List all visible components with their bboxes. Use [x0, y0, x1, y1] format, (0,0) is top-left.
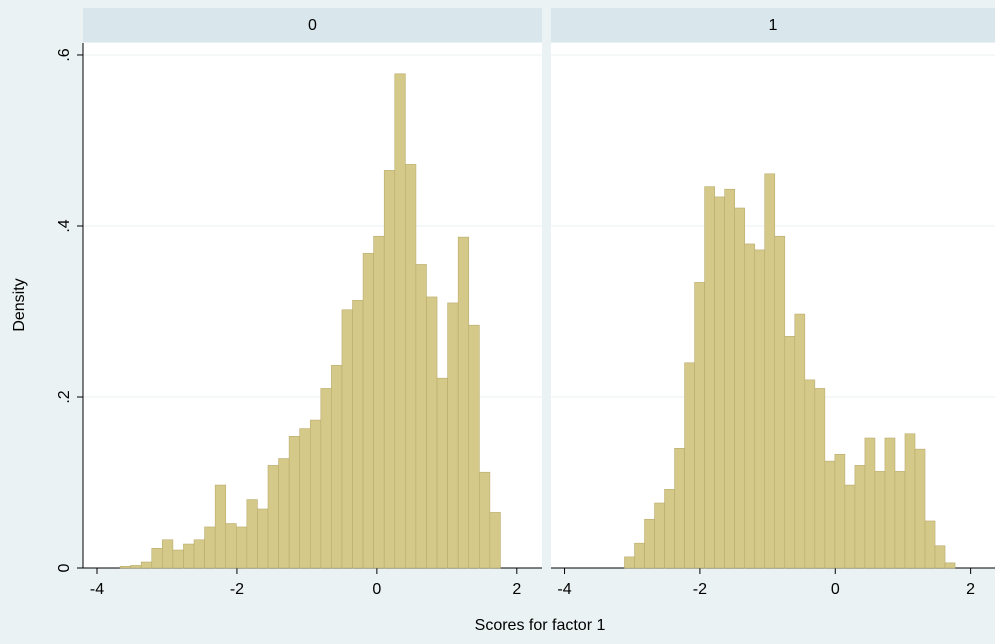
bar [864, 437, 876, 569]
bar [426, 296, 438, 569]
bar [764, 173, 776, 569]
bar [774, 235, 786, 569]
y-tick-label: .2 [56, 390, 73, 403]
x-tick-label: -2 [230, 581, 244, 598]
bar [684, 362, 695, 569]
bar [447, 302, 459, 569]
bar [288, 436, 300, 569]
bar [834, 453, 846, 569]
bar [634, 542, 645, 569]
y-tick-label: .4 [56, 219, 73, 232]
bar [489, 512, 501, 569]
bar [119, 565, 131, 569]
bar [151, 548, 163, 569]
y-axis-label: Density [11, 278, 28, 331]
bar [724, 188, 735, 569]
bar [914, 448, 926, 569]
x-tick-label: -4 [557, 581, 571, 598]
bar [934, 545, 946, 569]
bar [479, 471, 491, 569]
bar [246, 499, 258, 569]
bar [944, 562, 956, 569]
bar [331, 365, 343, 569]
bar [405, 164, 417, 569]
x-tick-label: 0 [831, 581, 840, 598]
bar [214, 484, 227, 569]
bar [257, 508, 269, 569]
bar [162, 539, 174, 569]
bar [341, 309, 353, 569]
bar [744, 243, 756, 569]
x-tick-label: 0 [372, 581, 381, 598]
bar [225, 523, 237, 569]
panel-strip [83, 8, 542, 42]
x-axis-label: Scores for factor 1 [475, 617, 606, 634]
x-tick-label: 2 [512, 581, 521, 598]
x-tick-label: -4 [90, 581, 104, 598]
bar [236, 526, 248, 569]
bar [664, 489, 675, 569]
bar [644, 518, 655, 569]
y-tick-label: 0 [56, 563, 73, 572]
bar [415, 264, 427, 569]
bar [804, 379, 816, 569]
bar [694, 282, 705, 569]
bar [468, 324, 480, 569]
bar [924, 520, 936, 569]
bar [362, 253, 374, 569]
x-tick-label: -2 [693, 581, 707, 598]
bar [714, 196, 725, 569]
bar [352, 300, 364, 569]
bar [824, 460, 836, 569]
bar [204, 526, 216, 569]
bar [904, 433, 916, 569]
x-tick-label: 2 [966, 581, 975, 598]
bar [299, 428, 311, 569]
bar [794, 313, 806, 569]
bar [734, 207, 746, 569]
bar [624, 556, 635, 569]
bar [894, 471, 906, 569]
bar [383, 170, 396, 569]
bar [704, 186, 715, 569]
bar [814, 388, 826, 569]
bar [754, 249, 766, 569]
panel-strip [551, 8, 995, 42]
bar [140, 561, 153, 569]
y-tick-label: .6 [56, 48, 73, 61]
bar [130, 565, 142, 569]
bar [436, 377, 448, 569]
bar [394, 73, 406, 569]
bar [457, 236, 470, 569]
bar [172, 549, 184, 569]
bar [844, 484, 856, 569]
bar [674, 447, 685, 569]
bar [309, 419, 322, 569]
bar [854, 465, 866, 569]
bar [874, 471, 886, 569]
panel-title: 1 [769, 17, 778, 34]
panel-title: 0 [308, 17, 317, 34]
bar [183, 543, 195, 569]
bar [320, 388, 332, 569]
bar [373, 235, 385, 569]
bar [278, 458, 290, 569]
bar [267, 465, 279, 569]
bar [193, 539, 205, 569]
bar [654, 502, 665, 569]
bar [784, 335, 796, 569]
bar [884, 437, 896, 569]
